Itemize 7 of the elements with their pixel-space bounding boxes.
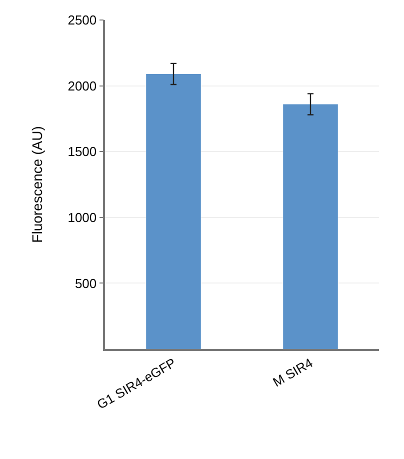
y-tick-label: 1500 [68,144,97,160]
y-tick-label: 2500 [68,12,97,28]
y-tick-label: 500 [74,276,97,291]
y-tick-label: 1000 [68,210,97,225]
x-tick-label: M SIR4 [270,355,316,390]
y-axis-title: Fluorescence (AU) [28,126,45,243]
y-tick-label: 2000 [68,78,97,94]
